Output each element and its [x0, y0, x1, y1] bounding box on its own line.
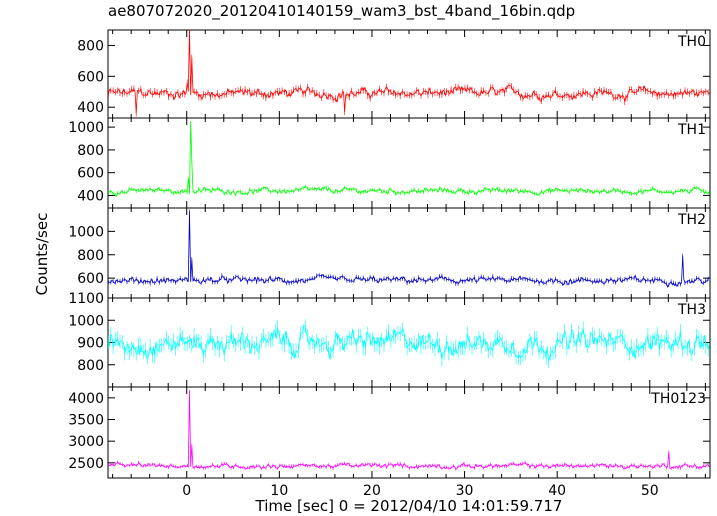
- y-tick-label: 1000: [68, 120, 104, 136]
- error-bars-th2: [108, 209, 709, 288]
- y-tick-label: 1100: [68, 291, 104, 307]
- y-tick-label: 400: [77, 100, 104, 116]
- series-line-th0: [108, 29, 710, 114]
- error-bars-th0123: [108, 389, 709, 471]
- y-tick-label: 400: [77, 188, 104, 204]
- y-tick-label: 1000: [68, 224, 104, 240]
- y-tick-label: 900: [77, 336, 104, 352]
- panel-label-th3: TH3: [677, 302, 706, 318]
- panel-label-th1: TH1: [677, 122, 706, 138]
- panel-frame-th1: [107, 117, 711, 209]
- x-tick-label: 10: [270, 483, 288, 499]
- x-tick-label: 50: [641, 483, 659, 499]
- x-axis-label: Time [sec] 0 = 2012/04/10 14:01:59.717: [255, 497, 563, 515]
- panel-label-th0: TH0: [677, 34, 706, 50]
- x-tick-label: 30: [456, 483, 474, 499]
- chart-title: ae807072020_20120410140159_wam3_bst_4ban…: [108, 2, 576, 20]
- y-tick-label: 800: [77, 248, 104, 264]
- x-tick-label: 40: [548, 483, 566, 499]
- x-tick-label: 20: [363, 483, 381, 499]
- y-tick-label: 800: [77, 38, 104, 54]
- y-tick-label: 600: [77, 166, 104, 182]
- panel-frame-th2: [107, 207, 711, 299]
- y-tick-label: 2500: [68, 456, 104, 472]
- series-line-th3: [108, 324, 710, 362]
- series-line-th2: [108, 211, 710, 288]
- panel-label-th2: TH2: [677, 212, 706, 228]
- series-line-th1: [108, 121, 710, 197]
- y-tick-label: 800: [77, 358, 104, 374]
- x-tick-label: 0: [182, 483, 191, 499]
- error-bars-th1: [108, 159, 709, 198]
- panel-frame-th0123: [107, 386, 711, 479]
- y-tick-label: 1000: [68, 313, 104, 329]
- series-line-th0123: [108, 391, 710, 470]
- y-tick-label: 3500: [68, 413, 104, 429]
- error-bars-th0: [108, 30, 709, 117]
- y-axis-label: Counts/sec: [33, 213, 51, 296]
- y-tick-label: 3000: [68, 434, 104, 450]
- y-tick-label: 800: [77, 143, 104, 159]
- y-tick-label: 4000: [68, 391, 104, 407]
- panel-frame-th0: [107, 29, 711, 119]
- error-bars-th3: [108, 319, 709, 369]
- y-tick-label: 600: [77, 271, 104, 287]
- panel-frame-th3: [107, 297, 711, 388]
- panel-label-th0123: TH0123: [650, 391, 706, 407]
- y-tick-label: 600: [77, 69, 104, 85]
